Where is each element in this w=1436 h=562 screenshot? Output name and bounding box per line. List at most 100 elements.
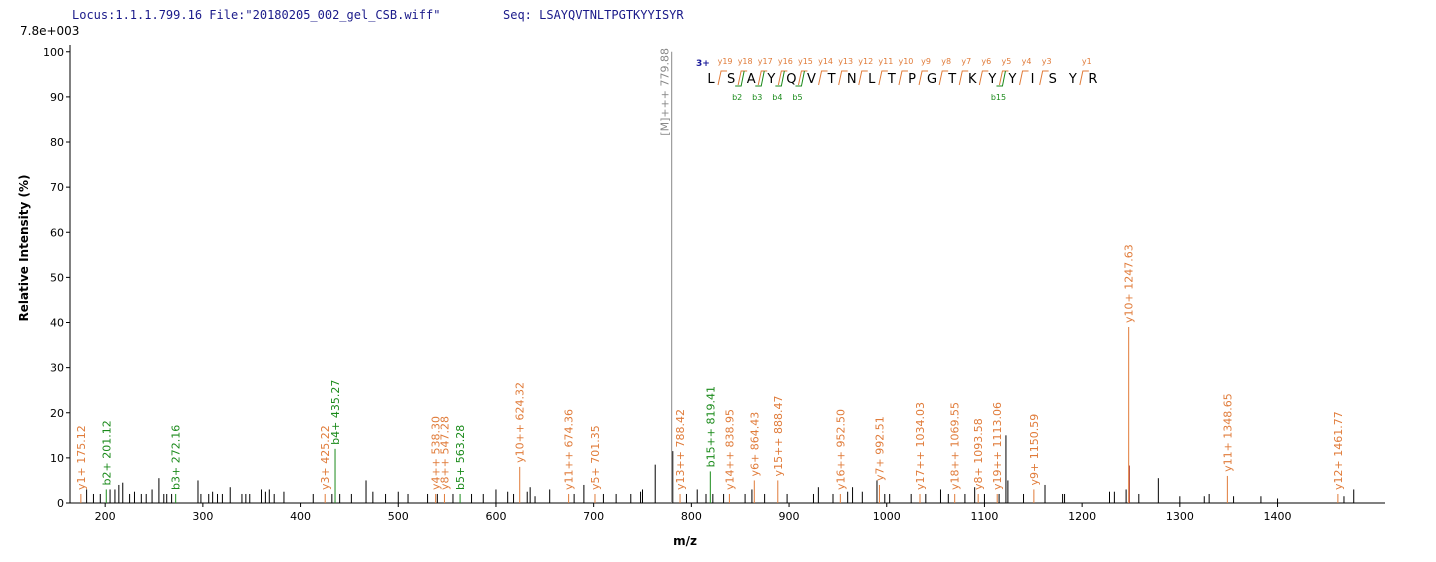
peak-label: y11++ 674.36	[563, 409, 576, 490]
residue: Y	[766, 72, 775, 87]
y-ion-label: y10	[898, 57, 913, 66]
y-cleavage	[777, 70, 788, 86]
y-tick-label: 80	[50, 136, 64, 149]
x-tick-label: 900	[779, 510, 800, 523]
residue: I	[1031, 72, 1035, 87]
peak-label: y5+ 701.35	[589, 425, 602, 490]
y-cleavage	[757, 70, 768, 86]
y-tick-label: 40	[50, 317, 64, 330]
y-ion-label: y13	[838, 57, 853, 66]
peak-label: y10+ 1247.63	[1123, 244, 1136, 323]
y-ion-label: y14	[818, 57, 833, 66]
b-cleavage	[795, 70, 805, 87]
y-axis-label: Relative Intensity (%)	[17, 175, 31, 322]
y-ion-label: y11	[878, 57, 893, 66]
peak-label: y1+ 175.12	[75, 425, 88, 490]
y-cleavage	[1019, 70, 1029, 86]
residue: A	[747, 72, 756, 87]
residue: N	[847, 72, 857, 87]
peak-label: b2+ 201.12	[100, 420, 113, 485]
y-ion-label: y19	[718, 57, 733, 66]
peak-label: y14++ 838.95	[723, 409, 736, 490]
b-ion-label: b15	[991, 93, 1006, 102]
peak-label: y8+ 1093.58	[972, 418, 985, 490]
y-cleavage	[797, 70, 808, 86]
y-cleavage	[998, 70, 1009, 86]
y-ion-label: y12	[858, 57, 873, 66]
y-tick-label: 10	[50, 452, 64, 465]
residue: G	[927, 72, 937, 87]
y-cleavage	[958, 70, 969, 86]
y-ion-label: y16	[778, 57, 793, 66]
peak-label: y7+ 992.51	[873, 416, 886, 481]
x-tick-label: 300	[192, 510, 213, 523]
b-ion-label: b5	[792, 93, 802, 102]
peak-label: y17++ 1034.03	[914, 402, 927, 490]
y-tick-label: 50	[50, 271, 64, 284]
y-tick-label: 70	[50, 181, 64, 194]
residue: S	[727, 72, 735, 87]
y-ion-label: y4	[1022, 57, 1032, 66]
charge-label: 3+	[696, 59, 710, 69]
y-ion-label: y9	[921, 57, 931, 66]
y-cleavage	[878, 70, 888, 86]
b-ion-label: b4	[772, 93, 782, 102]
b-cleavage	[755, 70, 765, 87]
residue: L	[868, 72, 876, 87]
x-tick-label: 800	[681, 510, 702, 523]
peak-label: [M]+++ 779.88	[659, 48, 672, 136]
residue: P	[908, 72, 916, 87]
sequence-label: Seq: LSAYQVTNLTPGTKYYISYR	[503, 8, 684, 22]
y-ion-label: y3	[1042, 57, 1052, 66]
peak-label: y8++ 547.28	[438, 416, 451, 490]
y-tick-label: 30	[50, 362, 64, 375]
y-tick-label: 90	[50, 91, 64, 104]
residue: T	[827, 72, 836, 87]
peak-label: y9+ 1150.59	[1028, 414, 1041, 486]
peak-label: y11+ 1348.65	[1221, 393, 1234, 472]
x-tick-label: 1400	[1264, 510, 1292, 523]
x-axis-label: m/z	[673, 534, 697, 548]
y-ion-label: y1	[1082, 57, 1092, 66]
residue: Y	[987, 72, 996, 87]
b-ion-label: b3	[752, 93, 762, 102]
y-cleavage	[838, 70, 848, 86]
x-tick-label: 700	[583, 510, 604, 523]
header: Locus:1.1.1.799.16 File:"20180205_002_ge…	[72, 8, 440, 22]
b-cleavage	[775, 70, 785, 87]
residue: S	[1049, 72, 1057, 87]
peak-label: y10++ 624.32	[514, 382, 527, 463]
residue: K	[968, 72, 977, 87]
y-cleavage	[898, 70, 908, 86]
x-tick-label: 500	[388, 510, 409, 523]
x-tick-label: 400	[290, 510, 311, 523]
b-ion-label: b2	[732, 93, 742, 102]
x-tick-label: 1000	[873, 510, 901, 523]
y-cleavage	[938, 70, 949, 86]
x-tick-label: 1100	[970, 510, 998, 523]
y-cleavage	[918, 70, 929, 86]
x-tick-label: 200	[95, 510, 116, 523]
residue: L	[707, 72, 715, 87]
x-tick-label: 600	[485, 510, 506, 523]
peak-label: y13++ 788.42	[674, 409, 687, 490]
y-cleavage	[1079, 70, 1089, 86]
peak-label: b3+ 272.16	[170, 425, 183, 490]
peak-label: y19++ 1113.06	[991, 402, 1004, 490]
y-ion-label: y6	[981, 57, 991, 66]
y-ion-label: y15	[798, 57, 813, 66]
residue: R	[1088, 72, 1097, 87]
peak-label: y18++ 1069.55	[949, 402, 962, 490]
residue: Y	[1068, 72, 1077, 87]
scale-label: 7.8e+003	[20, 24, 79, 38]
y-cleavage	[737, 70, 748, 86]
y-cleavage	[818, 70, 828, 86]
residue: Q	[786, 72, 796, 87]
y-tick-label: 100	[43, 46, 64, 59]
y-ion-label: y8	[941, 57, 951, 66]
b-cleavage	[996, 70, 1006, 87]
peak-label: y15++ 888.47	[772, 396, 785, 477]
peak-label: y12+ 1461.77	[1332, 411, 1345, 490]
y-cleavage	[858, 70, 868, 86]
